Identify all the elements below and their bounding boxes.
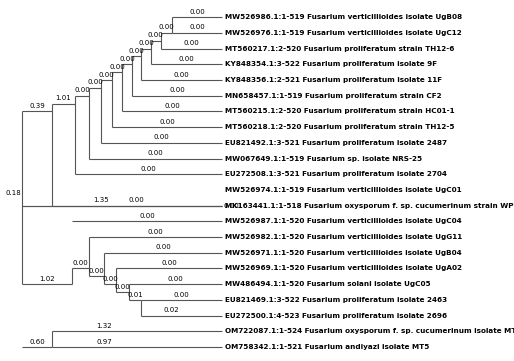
Text: 0.00: 0.00 bbox=[154, 134, 170, 140]
Text: 0.00: 0.00 bbox=[109, 64, 125, 70]
Text: MW526987.1:1-520 Fusarium verticillioides isolate UgC04: MW526987.1:1-520 Fusarium verticillioide… bbox=[225, 218, 462, 224]
Text: MT560217.1:2-520 Fusarium proliferatum strain TH12-6: MT560217.1:2-520 Fusarium proliferatum s… bbox=[225, 45, 454, 52]
Text: 0.00: 0.00 bbox=[158, 25, 174, 30]
Text: 0.00: 0.00 bbox=[174, 71, 190, 78]
Text: 0.00: 0.00 bbox=[73, 260, 88, 266]
Text: 1.01: 1.01 bbox=[56, 95, 71, 101]
Text: 0.00: 0.00 bbox=[99, 71, 115, 78]
Text: 0.00: 0.00 bbox=[88, 268, 104, 274]
Text: 0.00: 0.00 bbox=[168, 276, 183, 282]
Text: MK163441.1:1-518 Fusarium oxysporum f. sp. cucumerinum strain WPII30-1: MK163441.1:1-518 Fusarium oxysporum f. s… bbox=[225, 203, 514, 209]
Text: 0.01: 0.01 bbox=[127, 292, 143, 297]
Text: 1.35: 1.35 bbox=[93, 197, 108, 203]
Text: EU272508.1:3-521 Fusarium proliferatum isolate 2704: EU272508.1:3-521 Fusarium proliferatum i… bbox=[225, 171, 447, 177]
Text: MT560218.1:2-520 Fusarium proliferatum strain TH12-5: MT560218.1:2-520 Fusarium proliferatum s… bbox=[225, 124, 454, 130]
Text: OM722087.1:1-524 Fusarium oxysporum f. sp. cucumerinum isolate MT1: OM722087.1:1-524 Fusarium oxysporum f. s… bbox=[225, 329, 514, 334]
Text: 0.00: 0.00 bbox=[169, 87, 185, 93]
Text: MW526971.1:1-520 Fusarium verticillioides isolate UgB04: MW526971.1:1-520 Fusarium verticillioide… bbox=[225, 250, 462, 256]
Text: MT560215.1:2-520 Fusarium proliferatum strain HC01-1: MT560215.1:2-520 Fusarium proliferatum s… bbox=[225, 108, 454, 114]
Text: 0.00: 0.00 bbox=[183, 40, 199, 46]
Text: KY848356.1:2-521 Fusarium proliferatum isolate 11F: KY848356.1:2-521 Fusarium proliferatum i… bbox=[225, 77, 442, 83]
Text: 0.00: 0.00 bbox=[148, 32, 163, 38]
Text: OM758342.1:1-521 Fusarium andiyazi isolate MT5: OM758342.1:1-521 Fusarium andiyazi isola… bbox=[225, 344, 429, 350]
Text: 0.18: 0.18 bbox=[6, 190, 21, 196]
Text: MW526974.1:1-519 Fusarium verticillioides isolate UgC01: MW526974.1:1-519 Fusarium verticillioide… bbox=[225, 187, 462, 193]
Text: EU272500.1:4-523 Fusarium proliferatum isolate 2696: EU272500.1:4-523 Fusarium proliferatum i… bbox=[225, 313, 447, 319]
Text: EU821492.1:3-521 Fusarium proliferatum isolate 2487: EU821492.1:3-521 Fusarium proliferatum i… bbox=[225, 140, 447, 146]
Text: 0.00: 0.00 bbox=[178, 56, 194, 62]
Text: 0.00: 0.00 bbox=[174, 292, 190, 297]
Text: 0.00: 0.00 bbox=[139, 213, 155, 219]
Text: 0.00: 0.00 bbox=[129, 197, 145, 203]
Text: 1.02: 1.02 bbox=[40, 276, 55, 282]
Text: 0.00: 0.00 bbox=[148, 229, 163, 235]
Text: MW526976.1:1-519 Fusarium verticillioides isolate UgC12: MW526976.1:1-519 Fusarium verticillioide… bbox=[225, 30, 462, 36]
Text: KY848354.1:3-522 Fusarium proliferatum isolate 9F: KY848354.1:3-522 Fusarium proliferatum i… bbox=[225, 61, 437, 67]
Text: 0.97: 0.97 bbox=[97, 339, 112, 345]
Text: MW526986.1:1-519 Fusarium verticillioides isolate UgB08: MW526986.1:1-519 Fusarium verticillioide… bbox=[225, 14, 462, 20]
Text: 0.00: 0.00 bbox=[87, 79, 103, 86]
Text: 0.00: 0.00 bbox=[138, 40, 154, 46]
Text: 0.39: 0.39 bbox=[29, 103, 45, 109]
Text: EU821469.1:3-522 Fusarium proliferatum isolate 2463: EU821469.1:3-522 Fusarium proliferatum i… bbox=[225, 297, 447, 303]
Text: 0.00: 0.00 bbox=[189, 9, 205, 15]
Text: MW526969.1:1-520 Fusarium verticillioides isolate UgA02: MW526969.1:1-520 Fusarium verticillioide… bbox=[225, 265, 462, 271]
Text: 0.02: 0.02 bbox=[163, 307, 179, 313]
Text: 0.60: 0.60 bbox=[29, 339, 45, 345]
Text: MW486494.1:1-520 Fusarium solani isolate UgC05: MW486494.1:1-520 Fusarium solani isolate… bbox=[225, 281, 430, 287]
Text: 0.00: 0.00 bbox=[155, 244, 171, 251]
Text: MN658457.1:1-519 Fusarium proliferatum strain CF2: MN658457.1:1-519 Fusarium proliferatum s… bbox=[225, 93, 442, 99]
Text: 0.00: 0.00 bbox=[129, 48, 145, 54]
Text: MW067649.1:1-519 Fusarium sp. isolate NRS-25: MW067649.1:1-519 Fusarium sp. isolate NR… bbox=[225, 156, 422, 161]
Text: 0.00: 0.00 bbox=[102, 276, 118, 282]
Text: 0.00: 0.00 bbox=[148, 150, 163, 156]
Text: MW526982.1:1-520 Fusarium verticillioides isolate UgG11: MW526982.1:1-520 Fusarium verticillioide… bbox=[225, 234, 462, 240]
Text: 1.32: 1.32 bbox=[97, 323, 112, 329]
Text: 0.00: 0.00 bbox=[74, 87, 90, 93]
Text: 0.00: 0.00 bbox=[119, 56, 135, 62]
Text: 0.00: 0.00 bbox=[223, 203, 239, 209]
Text: 0.00: 0.00 bbox=[161, 260, 177, 266]
Text: 0.00: 0.00 bbox=[141, 166, 156, 172]
Text: 0.00: 0.00 bbox=[159, 119, 175, 125]
Text: 0.00: 0.00 bbox=[189, 25, 205, 30]
Text: 0.00: 0.00 bbox=[164, 103, 180, 109]
Text: 0.00: 0.00 bbox=[115, 284, 131, 290]
